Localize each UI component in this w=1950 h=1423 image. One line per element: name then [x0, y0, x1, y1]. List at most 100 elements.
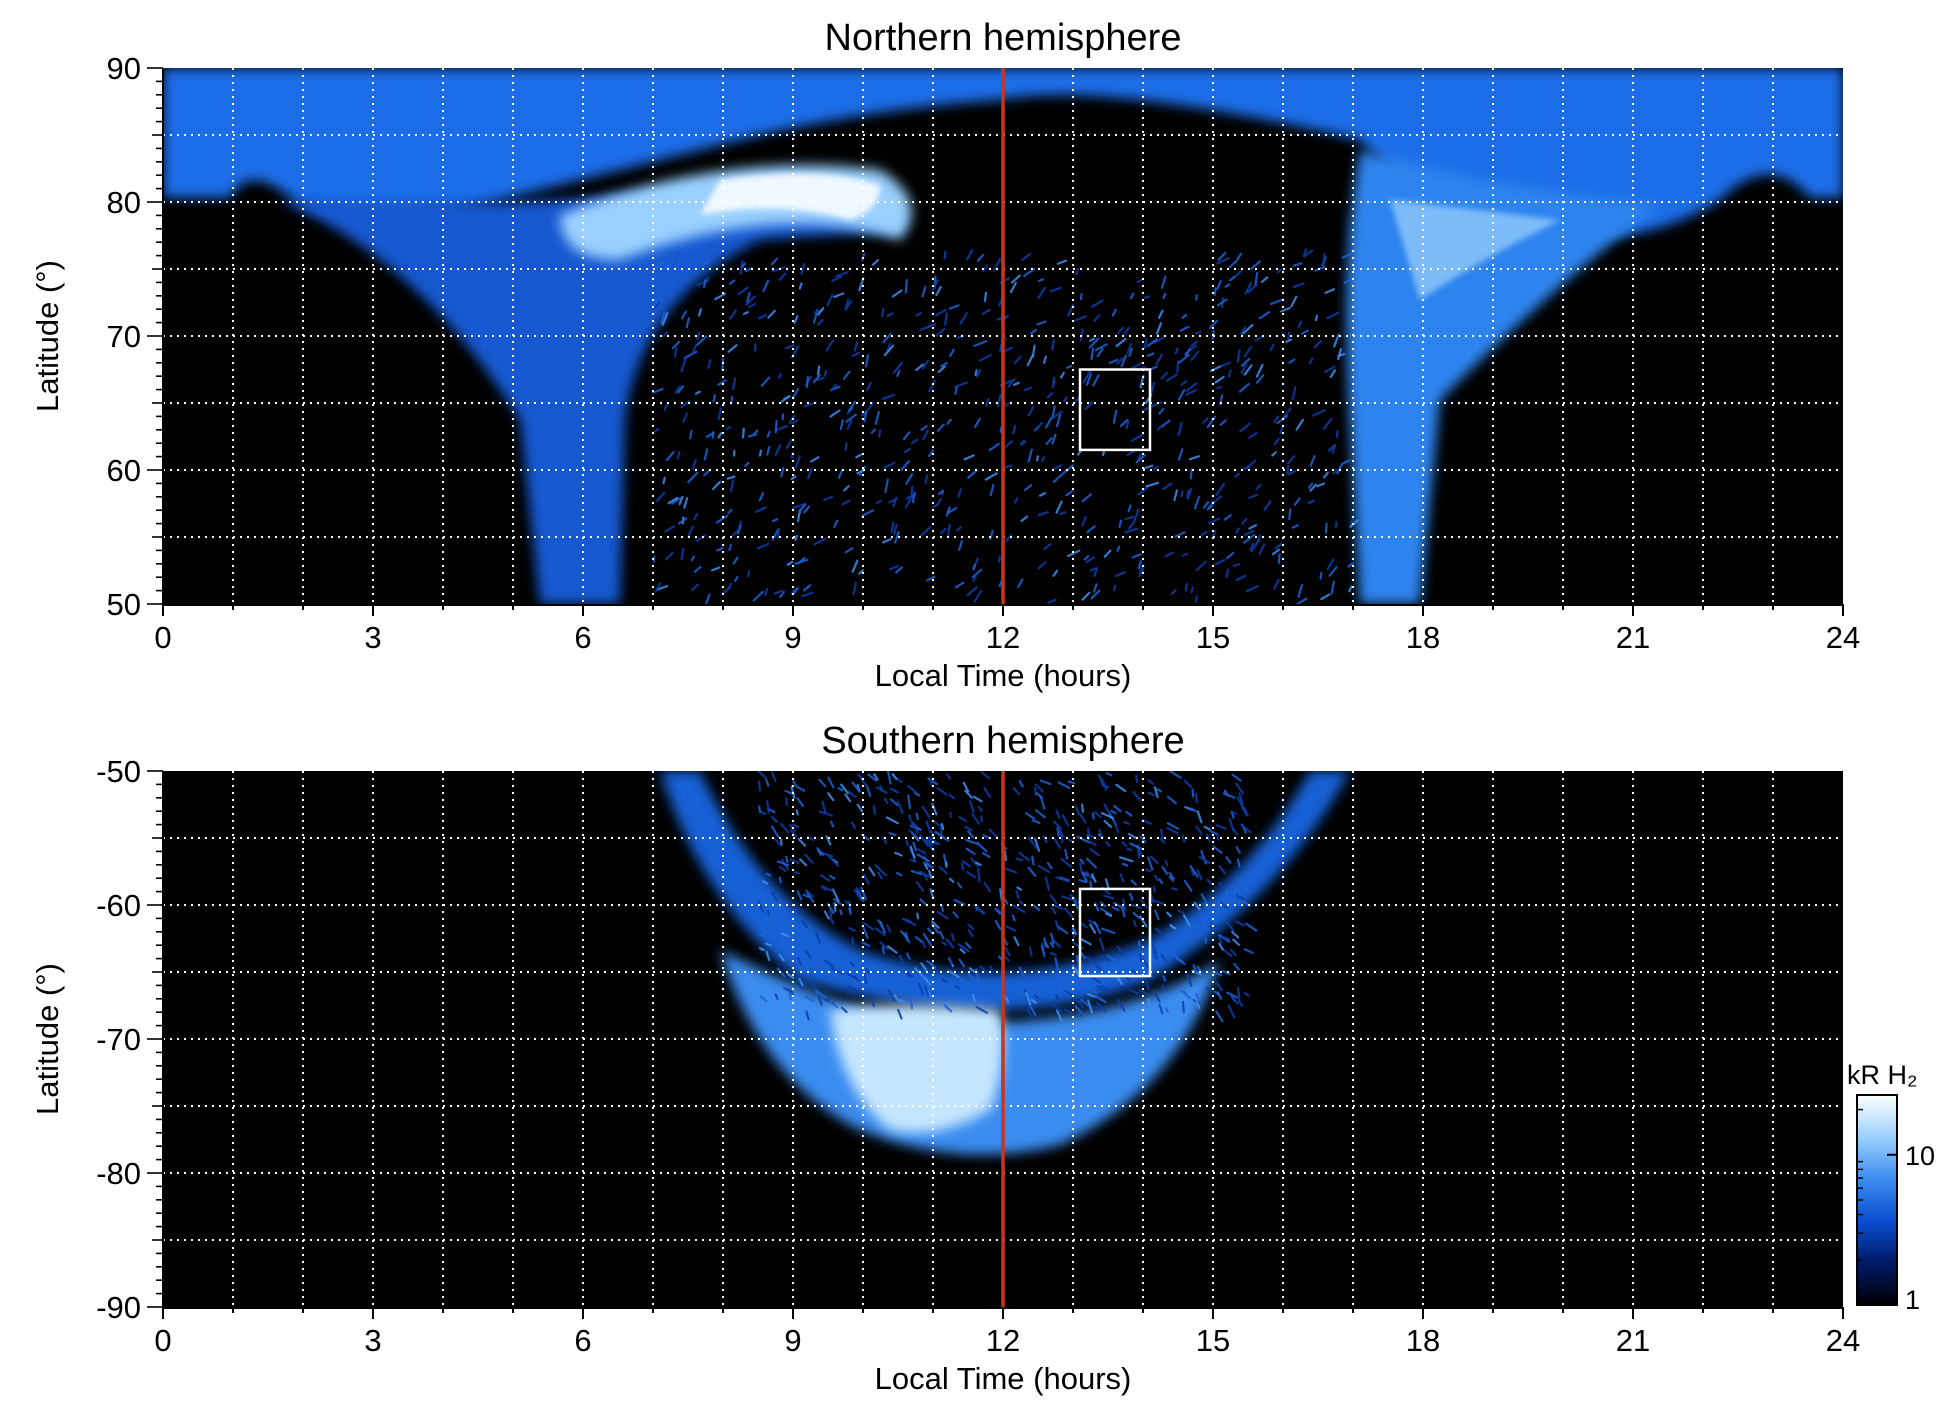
emission-streak	[1055, 500, 1063, 514]
emission-streak	[803, 505, 811, 514]
emission-streak	[1180, 380, 1188, 386]
emission-streak	[975, 861, 982, 867]
emission-streak	[1240, 823, 1252, 834]
emission-streak	[788, 905, 799, 911]
emission-streak	[950, 932, 955, 942]
emission-streak	[1349, 519, 1359, 528]
emission-streak	[1097, 774, 1105, 788]
emission-streak	[1083, 555, 1090, 561]
emission-streak	[929, 888, 935, 900]
northern-dusk-core	[1390, 200, 1560, 300]
emission-streak	[1215, 832, 1220, 841]
emission-streak	[778, 876, 782, 884]
emission-streak	[798, 282, 803, 290]
emission-streak	[896, 800, 904, 814]
emission-streak	[1034, 809, 1046, 819]
emission-streak	[1050, 932, 1055, 945]
emission-streak	[767, 309, 776, 319]
emission-streak	[978, 353, 992, 362]
x-axis-label: Local Time (hours)	[875, 1361, 1132, 1396]
emission-streak	[1230, 948, 1237, 956]
emission-streak	[1316, 482, 1326, 488]
emission-streak	[870, 999, 876, 1008]
emission-streak	[966, 586, 978, 597]
emission-streak	[1151, 401, 1163, 408]
emission-streak	[1271, 451, 1277, 457]
emission-streak	[1076, 835, 1091, 844]
emission-streak	[1143, 295, 1151, 300]
emission-streak	[1235, 527, 1240, 534]
emission-streak	[1218, 881, 1225, 890]
emission-streak	[793, 315, 799, 324]
emission-streak	[780, 822, 790, 834]
emission-streak	[1147, 998, 1153, 1010]
emission-streak	[1129, 988, 1140, 995]
emission-streak	[1346, 382, 1353, 389]
emission-streak	[1139, 915, 1148, 928]
emission-streak	[1055, 809, 1061, 819]
emission-streak	[693, 565, 702, 573]
emission-streak	[707, 359, 712, 369]
emission-streak	[922, 861, 934, 869]
emission-streak	[728, 543, 733, 551]
emission-streak	[1236, 796, 1245, 809]
emission-streak	[663, 403, 669, 412]
emission-streak	[1211, 529, 1217, 539]
emission-streak	[881, 307, 885, 317]
emission-streak	[967, 469, 978, 479]
emission-streak	[1164, 1006, 1170, 1013]
emission-streak	[1132, 912, 1141, 919]
emission-streak	[1183, 779, 1193, 789]
emission-streak	[927, 927, 934, 935]
emission-streak	[1203, 825, 1211, 831]
emission-streak	[1166, 827, 1179, 835]
emission-streak	[1198, 855, 1211, 865]
emission-streak	[1134, 774, 1139, 784]
emission-streak	[900, 460, 910, 471]
southern-axes: 0 3 6 9 12 15 18 21 24 -90 -80 -70 -60 -50 Local Time …	[30, 754, 1860, 1396]
emission-streak	[1089, 848, 1100, 857]
emission-streak	[1205, 986, 1213, 993]
emission-streak	[758, 933, 767, 938]
emission-streak	[1051, 410, 1063, 420]
emission-streak	[1323, 365, 1336, 374]
emission-streak	[1235, 920, 1245, 927]
emission-streak	[1100, 901, 1107, 908]
southern-patchy-emission	[756, 771, 1258, 1023]
emission-streak	[1189, 340, 1199, 348]
emission-streak	[1168, 875, 1175, 882]
emission-streak	[1106, 954, 1116, 963]
emission-streak	[1209, 921, 1221, 931]
emission-streak	[1270, 298, 1285, 305]
emission-streak	[870, 428, 877, 434]
emission-streak	[830, 383, 838, 392]
emission-streak	[1156, 788, 1163, 793]
emission-streak	[927, 777, 939, 786]
emission-streak	[737, 286, 749, 296]
emission-streak	[1333, 333, 1340, 348]
emission-streak	[957, 488, 962, 498]
emission-streak	[1143, 338, 1148, 350]
emission-streak	[943, 250, 947, 260]
emission-streak	[939, 930, 945, 940]
x-tick-label: 6	[574, 1323, 591, 1358]
emission-streak	[1255, 483, 1262, 490]
emission-streak	[785, 923, 793, 933]
emission-streak	[934, 308, 947, 317]
emission-streak	[892, 496, 898, 508]
emission-streak	[817, 307, 825, 316]
emission-streak	[1195, 330, 1202, 335]
emission-streak	[690, 555, 696, 562]
emission-streak	[1195, 992, 1200, 1004]
emission-streak	[902, 977, 905, 987]
emission-streak	[909, 845, 916, 859]
emission-streak	[1147, 779, 1154, 785]
emission-streak	[705, 431, 715, 439]
emission-streak	[865, 967, 870, 974]
emission-streak	[732, 556, 739, 565]
emission-streak	[907, 784, 917, 793]
emission-streak	[1254, 335, 1264, 342]
emission-streak	[1024, 812, 1036, 820]
emission-streak	[1249, 542, 1255, 552]
emission-streak	[1189, 468, 1193, 480]
